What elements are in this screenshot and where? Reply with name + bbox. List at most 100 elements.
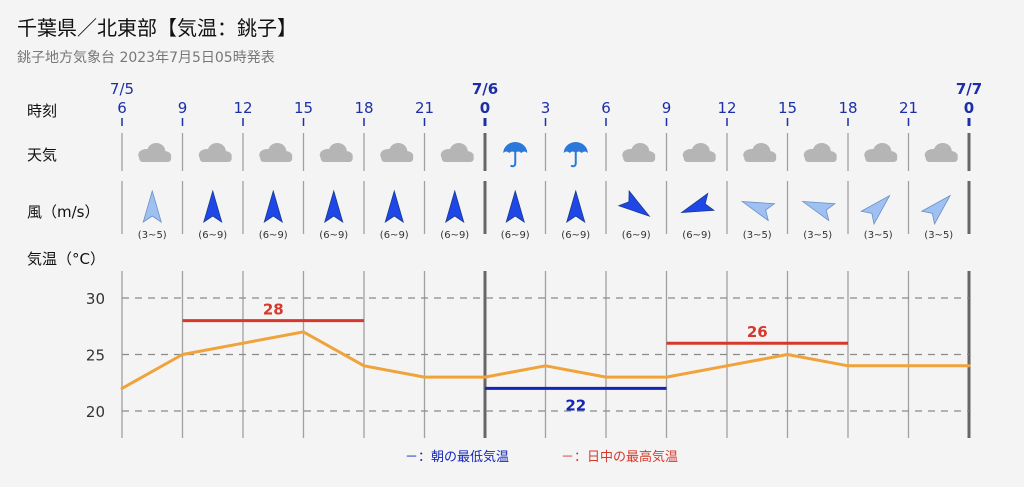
cloud-icon xyxy=(138,143,172,162)
umbrella-canopy xyxy=(563,142,588,153)
cloud-part xyxy=(139,155,172,162)
page-title: 千葉県／北東部【気温：銚子】 xyxy=(17,16,297,40)
umbrella-icon xyxy=(563,142,588,168)
wind-arrow-icon xyxy=(445,189,465,223)
cloud-icon xyxy=(380,143,414,162)
wind-arrow-shape xyxy=(920,194,952,226)
wind-arrow-shape xyxy=(263,189,283,223)
cloud-part xyxy=(804,155,837,162)
hour-label: 3 xyxy=(541,99,551,117)
wind-speed-label: (3~5) xyxy=(138,230,167,241)
temperature-point xyxy=(725,364,729,368)
temperature-point xyxy=(907,364,910,368)
cloud-icon xyxy=(682,143,716,162)
hour-label: 9 xyxy=(178,99,188,117)
umbrella-handle xyxy=(510,151,517,168)
date-label: 7/5 xyxy=(110,80,134,98)
cloud-icon xyxy=(622,143,656,162)
wind-speed-label: (6~9) xyxy=(622,230,651,241)
temperature-point xyxy=(544,364,547,368)
y-tick-label: 20 xyxy=(86,403,105,421)
cloud-icon xyxy=(198,143,232,162)
weather-row-label: 天気 xyxy=(27,146,57,164)
wind-arrow-shape xyxy=(505,189,525,223)
cloud-part xyxy=(260,155,293,162)
temperature-point xyxy=(362,364,366,368)
hour-label: 12 xyxy=(717,99,736,117)
cloud-icon xyxy=(924,143,958,162)
temperature-point xyxy=(120,386,124,390)
temperature-point xyxy=(786,353,789,356)
wind-speed-label: (6~9) xyxy=(440,230,469,241)
wind-arrow-shape xyxy=(203,189,223,223)
wind-arrow-shape xyxy=(740,201,776,222)
cloud-icon xyxy=(803,143,837,162)
wind-speed-label: (3~5) xyxy=(743,230,772,241)
wind-arrow-shape xyxy=(384,189,404,223)
wind-speed-label: (3~5) xyxy=(864,230,893,241)
cloud-icon xyxy=(319,143,353,162)
temperature-point xyxy=(241,341,245,345)
temperature-point xyxy=(665,375,668,379)
cloud-icon xyxy=(259,143,293,162)
max-temp-label: 28 xyxy=(263,301,284,319)
wind-arrow-icon xyxy=(860,194,891,226)
umbrella-icon xyxy=(503,142,528,168)
cloud-part xyxy=(744,155,777,162)
wind-speed-label: (6~9) xyxy=(198,230,227,241)
temperature-point xyxy=(967,364,971,368)
wind-arrow-shape xyxy=(142,189,162,223)
wind-arrow-icon xyxy=(505,189,525,223)
wind-arrow-icon xyxy=(203,189,223,223)
wind-arrow-shape xyxy=(566,189,586,223)
hour-label: 15 xyxy=(294,99,313,117)
hour-label: 21 xyxy=(899,99,918,117)
wind-speed-label: (6~9) xyxy=(259,230,288,241)
y-tick-label: 30 xyxy=(86,290,105,308)
hour-label: 6 xyxy=(601,99,611,117)
wind-speed-label: (6~9) xyxy=(501,230,530,241)
wind-arrow-shape xyxy=(680,192,716,213)
temperature-point xyxy=(604,375,608,379)
cloud-part xyxy=(199,155,232,162)
wind-speed-label: (3~5) xyxy=(924,230,953,241)
legend-max: －：日中の最高気温 xyxy=(561,449,678,465)
temp-row-label: 気温（°C） xyxy=(27,250,105,268)
temperature-point xyxy=(181,353,184,356)
hour-label: 0 xyxy=(480,99,490,117)
wind-arrow-icon xyxy=(384,189,404,223)
wind-arrow-icon xyxy=(263,189,283,223)
cloud-part xyxy=(623,155,656,162)
umbrella-handle xyxy=(570,151,577,168)
temperature-point xyxy=(302,330,305,334)
wind-speed-label: (6~9) xyxy=(682,230,711,241)
cloud-part xyxy=(381,155,414,162)
hour-label: 0 xyxy=(964,99,974,117)
cloud-icon xyxy=(440,143,474,162)
hour-label: 18 xyxy=(354,99,373,117)
wind-speed-label: (3~5) xyxy=(803,230,832,241)
legend-min: －：朝の最低気温 xyxy=(405,449,509,465)
wind-speed-label: (6~9) xyxy=(319,230,348,241)
wind-arrow-icon xyxy=(801,201,837,222)
hour-label: 6 xyxy=(117,99,127,117)
wind-arrow-shape xyxy=(801,201,837,222)
wind-arrow-icon xyxy=(680,192,716,213)
cloud-part xyxy=(925,155,958,162)
wind-row-label: 風（m/s） xyxy=(27,203,99,221)
wind-arrow-icon xyxy=(617,189,651,218)
y-tick-label: 25 xyxy=(86,347,105,365)
cloud-part xyxy=(683,155,716,162)
wind-arrow-shape xyxy=(324,189,344,223)
wind-arrow-icon xyxy=(324,189,344,223)
wind-arrow-shape xyxy=(860,194,891,226)
cloud-icon xyxy=(864,143,898,162)
temperature-point xyxy=(846,364,850,368)
issuer-subtitle: 銚子地方気象台 2023年7月5日05時発表 xyxy=(17,50,275,66)
temperature-point xyxy=(483,375,487,379)
wind-arrow-icon xyxy=(920,194,952,226)
hour-label: 9 xyxy=(662,99,672,117)
max-temp-label: 26 xyxy=(747,323,768,341)
date-label: 7/7 xyxy=(956,80,982,98)
